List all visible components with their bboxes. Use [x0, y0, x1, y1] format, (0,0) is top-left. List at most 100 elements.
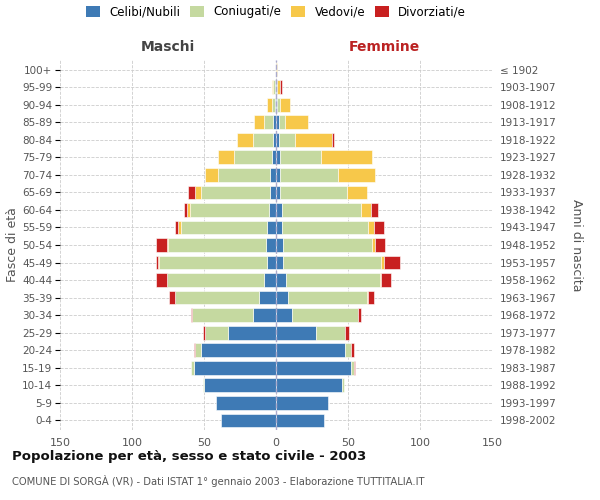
- Bar: [276, 186, 280, 199]
- Bar: [273, 116, 276, 129]
- Bar: [205, 168, 218, 181]
- Bar: [283, 256, 381, 270]
- Bar: [283, 238, 373, 252]
- Bar: [272, 150, 276, 164]
- Y-axis label: Anni di nascita: Anni di nascita: [570, 198, 583, 291]
- Bar: [371, 203, 378, 217]
- Bar: [203, 326, 205, 340]
- Bar: [276, 63, 277, 76]
- Bar: [280, 150, 320, 164]
- Bar: [187, 203, 190, 217]
- Bar: [279, 116, 284, 129]
- Bar: [332, 133, 334, 146]
- Bar: [320, 150, 373, 164]
- Bar: [196, 186, 201, 199]
- Bar: [280, 186, 347, 199]
- Bar: [276, 238, 283, 252]
- Bar: [158, 256, 160, 270]
- Bar: [276, 378, 342, 392]
- Bar: [276, 168, 280, 181]
- Bar: [253, 308, 276, 322]
- Bar: [276, 116, 279, 129]
- Bar: [254, 116, 265, 129]
- Bar: [276, 291, 287, 304]
- Bar: [221, 414, 276, 427]
- Bar: [215, 396, 276, 409]
- Bar: [381, 256, 384, 270]
- Bar: [268, 98, 272, 112]
- Bar: [157, 256, 158, 270]
- Bar: [276, 150, 280, 164]
- Bar: [201, 344, 276, 357]
- Bar: [270, 186, 276, 199]
- Bar: [351, 361, 354, 374]
- Bar: [282, 220, 368, 234]
- Text: Femmine: Femmine: [349, 40, 419, 54]
- Bar: [338, 168, 376, 181]
- Bar: [373, 238, 376, 252]
- Bar: [280, 80, 282, 94]
- Bar: [345, 344, 351, 357]
- Bar: [157, 238, 167, 252]
- Bar: [276, 220, 282, 234]
- Bar: [347, 186, 367, 199]
- Bar: [234, 150, 272, 164]
- Bar: [380, 273, 381, 287]
- Y-axis label: Fasce di età: Fasce di età: [7, 208, 19, 282]
- Bar: [275, 80, 276, 94]
- Bar: [269, 203, 276, 217]
- Bar: [368, 291, 374, 304]
- Bar: [273, 80, 275, 94]
- Bar: [194, 344, 196, 357]
- Bar: [374, 220, 384, 234]
- Bar: [295, 133, 332, 146]
- Bar: [218, 168, 270, 181]
- Bar: [268, 256, 276, 270]
- Bar: [191, 361, 194, 374]
- Bar: [265, 116, 273, 129]
- Bar: [272, 98, 275, 112]
- Bar: [381, 273, 391, 287]
- Bar: [276, 326, 316, 340]
- Bar: [316, 326, 345, 340]
- Bar: [203, 378, 204, 392]
- Bar: [276, 344, 345, 357]
- Bar: [368, 220, 374, 234]
- Bar: [286, 273, 380, 287]
- Bar: [280, 168, 338, 181]
- Bar: [276, 203, 282, 217]
- Text: COMUNE DI SORGÀ (VR) - Dati ISTAT 1° gennaio 2003 - Elaborazione TUTTITALIA.IT: COMUNE DI SORGÀ (VR) - Dati ISTAT 1° gen…: [12, 475, 425, 487]
- Bar: [284, 116, 308, 129]
- Bar: [354, 361, 355, 374]
- Bar: [277, 98, 280, 112]
- Bar: [205, 326, 229, 340]
- Bar: [276, 308, 292, 322]
- Bar: [270, 168, 276, 181]
- Bar: [175, 291, 259, 304]
- Bar: [178, 220, 181, 234]
- Bar: [167, 238, 168, 252]
- Text: Maschi: Maschi: [141, 40, 195, 54]
- Bar: [184, 203, 187, 217]
- Bar: [275, 98, 276, 112]
- Bar: [276, 133, 279, 146]
- Bar: [169, 291, 175, 304]
- Bar: [280, 98, 290, 112]
- Bar: [276, 361, 351, 374]
- Bar: [196, 344, 201, 357]
- Bar: [181, 220, 268, 234]
- Bar: [160, 256, 268, 270]
- Bar: [201, 186, 270, 199]
- Bar: [259, 291, 276, 304]
- Bar: [268, 220, 276, 234]
- Bar: [229, 326, 276, 340]
- Bar: [273, 133, 276, 146]
- Bar: [253, 133, 273, 146]
- Bar: [191, 308, 193, 322]
- Bar: [282, 203, 361, 217]
- Bar: [276, 256, 283, 270]
- Bar: [194, 361, 276, 374]
- Bar: [345, 326, 349, 340]
- Bar: [277, 80, 280, 94]
- Bar: [342, 378, 344, 392]
